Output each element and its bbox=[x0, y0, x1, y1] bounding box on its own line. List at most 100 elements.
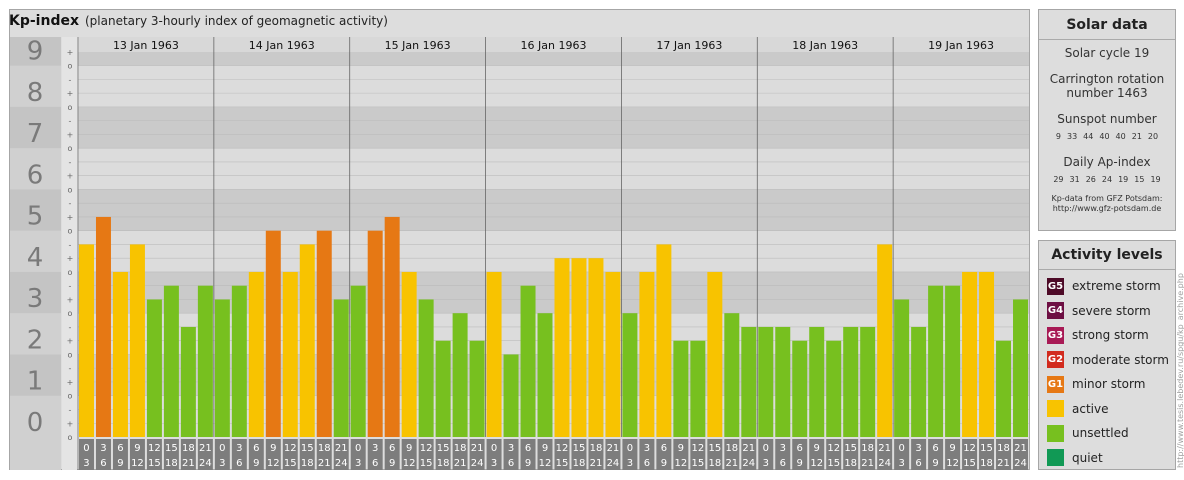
interval-cell bbox=[809, 439, 825, 470]
interval-start-label: 21 bbox=[878, 443, 891, 454]
interval-cell bbox=[894, 439, 910, 470]
interval-start-label: 21 bbox=[199, 443, 212, 454]
kp-bar bbox=[809, 326, 825, 437]
interval-cell bbox=[673, 439, 689, 470]
credit-url: http://www.tesis.lebedev.ru/spgu/kp_arch… bbox=[1176, 273, 1184, 468]
interval-cell bbox=[605, 439, 621, 470]
y-axis-band bbox=[10, 271, 61, 314]
interval-start-label: 15 bbox=[573, 443, 586, 454]
interval-cell bbox=[860, 439, 876, 470]
kp-bar bbox=[656, 244, 672, 437]
kp-bar bbox=[95, 216, 111, 437]
sublevel-mark: o bbox=[68, 433, 73, 442]
sunspot-values: 9 33 44 40 40 21 20 bbox=[1039, 132, 1175, 141]
interval-cell bbox=[316, 439, 332, 470]
solar-data-panel: Solar data Solar cycle 19 Carrington rot… bbox=[1038, 9, 1176, 231]
kp-bar bbox=[316, 230, 332, 437]
kp-bar bbox=[486, 271, 502, 437]
interval-start-label: 0 bbox=[355, 443, 361, 454]
kp-bar bbox=[673, 340, 689, 437]
legend-label: active bbox=[1072, 401, 1109, 416]
ap-value: 15 bbox=[1134, 175, 1145, 184]
legend-item-active: active bbox=[1047, 397, 1175, 422]
legend-swatch bbox=[1047, 449, 1064, 467]
kp-bar bbox=[911, 326, 927, 437]
kp-bar bbox=[231, 285, 247, 437]
y-tick-label: 8 bbox=[27, 78, 44, 108]
day-label: 13 Jan 1963 bbox=[113, 39, 179, 52]
sublevel-mark: + bbox=[67, 130, 74, 139]
interval-end-label: 12 bbox=[810, 458, 823, 469]
kp-bar bbox=[401, 271, 417, 437]
kp-bar bbox=[928, 285, 944, 437]
interval-cell bbox=[979, 439, 995, 470]
interval-end-label: 21 bbox=[590, 458, 603, 469]
sublevel-mark: - bbox=[69, 282, 72, 291]
interval-cell bbox=[911, 439, 927, 470]
source-link[interactable]: http://www.gfz-potsdam.de bbox=[1052, 204, 1162, 213]
interval-end-label: 6 bbox=[644, 458, 650, 469]
day-label: 14 Jan 1963 bbox=[249, 39, 315, 52]
sublevel-mark: + bbox=[67, 337, 74, 346]
interval-end-label: 18 bbox=[844, 458, 857, 469]
interval-start-label: 18 bbox=[182, 443, 195, 454]
interval-start-label: 3 bbox=[644, 443, 650, 454]
kp-bar bbox=[979, 271, 995, 437]
legend-item-quiet: quiet bbox=[1047, 446, 1175, 471]
interval-cell bbox=[758, 439, 774, 470]
interval-end-label: 24 bbox=[1014, 458, 1027, 469]
interval-cell bbox=[129, 439, 145, 470]
interval-cell bbox=[367, 439, 383, 470]
interval-start-label: 15 bbox=[980, 443, 993, 454]
carrington-line2: number 1463 bbox=[1066, 86, 1148, 100]
interval-start-label: 6 bbox=[797, 443, 803, 454]
sunspot-value: 44 bbox=[1083, 132, 1094, 141]
interval-end-label: 6 bbox=[100, 458, 106, 469]
interval-cell bbox=[197, 439, 213, 470]
interval-cell bbox=[707, 439, 723, 470]
interval-end-label: 6 bbox=[780, 458, 786, 469]
interval-cell bbox=[452, 439, 468, 470]
interval-cell bbox=[95, 439, 111, 470]
interval-cell bbox=[146, 439, 162, 470]
interval-cell bbox=[418, 439, 434, 470]
kp-bar bbox=[622, 313, 638, 437]
sublevel-mark: o bbox=[68, 103, 73, 112]
legend-swatch bbox=[1047, 400, 1064, 418]
sublevel-mark: o bbox=[68, 227, 73, 236]
ap-value: 29 bbox=[1053, 175, 1064, 184]
ap-values: 29 31 26 24 19 15 19 bbox=[1039, 175, 1175, 184]
sunspot-title: Sunspot number bbox=[1057, 112, 1157, 126]
legend-swatch: G5 bbox=[1047, 277, 1064, 295]
interval-cell bbox=[622, 439, 638, 470]
interval-cell bbox=[877, 439, 893, 470]
y-tick-label: 6 bbox=[27, 160, 44, 190]
y-tick-label: 4 bbox=[27, 243, 44, 273]
sublevel-mark: o bbox=[68, 185, 73, 194]
interval-start-label: 21 bbox=[335, 443, 348, 454]
source-line1: Kp-data from GFZ Potsdam: bbox=[1051, 194, 1163, 203]
kp-bar bbox=[129, 244, 145, 437]
interval-cell bbox=[690, 439, 706, 470]
interval-end-label: 24 bbox=[335, 458, 348, 469]
interval-end-label: 21 bbox=[861, 458, 874, 469]
interval-end-label: 24 bbox=[742, 458, 755, 469]
sunspot-value: 33 bbox=[1066, 132, 1078, 141]
interval-start-label: 3 bbox=[372, 443, 378, 454]
interval-start-label: 15 bbox=[437, 443, 450, 454]
sublevel-mark: + bbox=[67, 213, 74, 222]
interval-end-label: 15 bbox=[420, 458, 433, 469]
interval-end-label: 6 bbox=[236, 458, 242, 469]
interval-end-label: 12 bbox=[539, 458, 552, 469]
interval-cell bbox=[571, 439, 587, 470]
legend-label: strong storm bbox=[1072, 328, 1149, 343]
sublevel-mark: + bbox=[67, 295, 74, 304]
interval-start-label: 0 bbox=[219, 443, 225, 454]
kp-bar bbox=[146, 299, 162, 437]
interval-start-label: 3 bbox=[915, 443, 921, 454]
kp-bar bbox=[826, 340, 842, 437]
interval-cell bbox=[928, 439, 944, 470]
ap-value: 24 bbox=[1101, 175, 1113, 184]
interval-end-label: 18 bbox=[573, 458, 586, 469]
interval-end-label: 12 bbox=[403, 458, 416, 469]
